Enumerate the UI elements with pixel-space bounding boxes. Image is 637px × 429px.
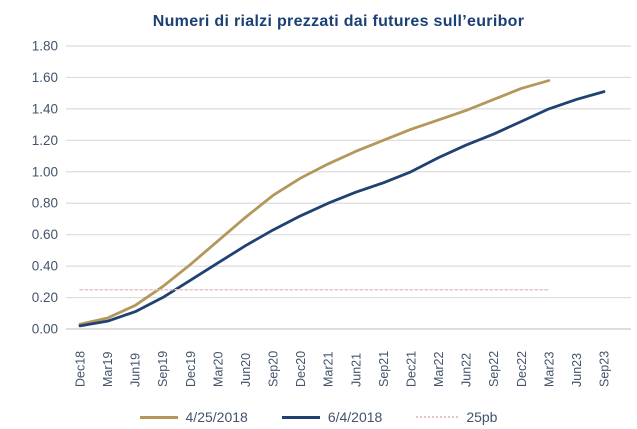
- chart-legend: 4/25/2018 6/4/2018 25pb: [0, 409, 637, 425]
- legend-item-series2: 6/4/2018: [281, 409, 383, 425]
- legend-label: 4/25/2018: [185, 409, 248, 425]
- x-axis-tick-label: Sep23: [598, 351, 612, 387]
- x-axis-tick-label: Sep22: [487, 351, 501, 387]
- x-axis-tick-label: Dec21: [404, 351, 418, 387]
- x-axis-tick-label: Dec18: [74, 351, 88, 387]
- x-axis-tick-label: Mar20: [211, 352, 225, 387]
- x-axis-tick-label: Dec19: [184, 351, 198, 387]
- series-line-6-4-2018: [78, 90, 606, 328]
- y-axis-tick-label: 0.60: [32, 227, 58, 242]
- x-axis-tick-label: Jun21: [349, 353, 363, 387]
- line-chart: 1.80 1.60 1.40 1.20 1.00 0.80 0.60 0.40 0.20 0.00…: [32, 39, 631, 387]
- x-axis-tick-label: Jun20: [239, 353, 253, 387]
- x-axis-tick-label: Dec22: [515, 351, 529, 387]
- y-axis-tick-label: 0.20: [32, 290, 58, 305]
- y-axis-tick-label: 0.80: [32, 196, 58, 211]
- x-axis-tick-label: Sep21: [377, 351, 391, 387]
- pink-dotted-swatch-icon: [416, 416, 459, 418]
- y-axis-tick-label: 1.20: [32, 133, 58, 148]
- x-axis-tick-label: Sep20: [267, 351, 281, 387]
- x-axis-tick-label: Mar23: [542, 352, 556, 387]
- legend-label: 25pb: [466, 409, 498, 425]
- y-axis-tick-label: 1.00: [32, 164, 58, 179]
- x-axis-tick-label: Mar21: [322, 352, 336, 387]
- chart-title: Numeri di rialzi prezzati dai futures su…: [152, 13, 525, 30]
- x-axis-tick-label: Mar22: [432, 352, 446, 387]
- navy-line-swatch-icon: [281, 415, 320, 419]
- y-axis-tick-label: 1.60: [32, 70, 58, 85]
- x-axis-tick-label: Dec20: [294, 351, 308, 387]
- x-axis-tick-label: Mar19: [101, 352, 115, 387]
- legend-item-25pb: 25pb: [416, 409, 497, 425]
- x-axis-tick-label: Jun23: [570, 353, 584, 387]
- x-axis-tick-label: Jun19: [129, 353, 143, 387]
- y-axis-tick-label: 1.40: [32, 101, 58, 116]
- legend-item-series1: 4/25/2018: [139, 409, 248, 425]
- y-axis-tick-label: 0.00: [32, 322, 58, 337]
- gold-line-swatch-icon: [139, 415, 178, 419]
- x-axis-tick-label: Jun22: [460, 353, 474, 387]
- y-axis-tick-label: 1.80: [32, 39, 58, 54]
- series-line-4-25-2018: [78, 79, 551, 326]
- legend-label: 6/4/2018: [327, 409, 383, 425]
- y-axis-tick-label: 0.40: [32, 259, 58, 274]
- x-axis-tick-label: Sep19: [156, 351, 170, 387]
